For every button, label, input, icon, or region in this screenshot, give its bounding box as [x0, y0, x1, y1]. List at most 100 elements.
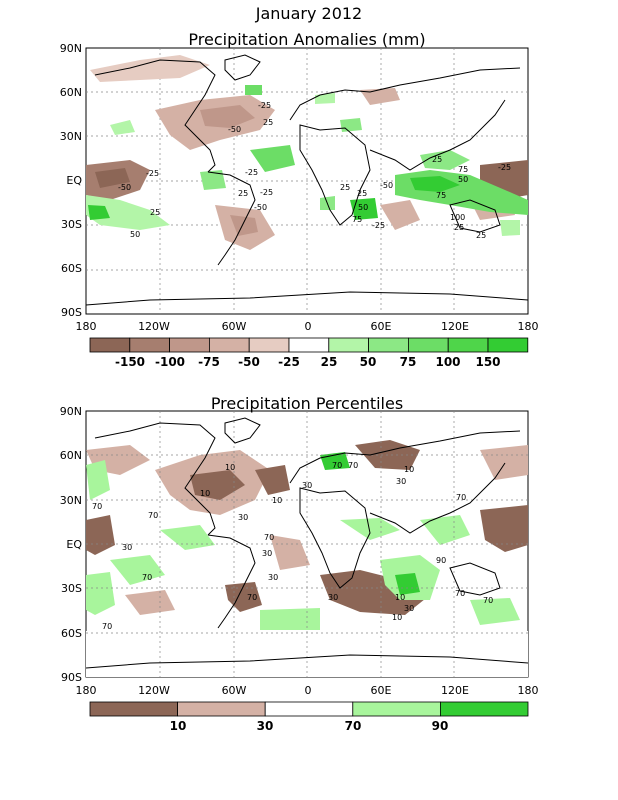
cb1-label: 25 — [320, 355, 338, 369]
cb1-swatch — [487, 337, 529, 353]
cb1-label: 75 — [399, 355, 417, 369]
lon-label-60w: 60W — [221, 684, 247, 697]
lat-label-90n: 90N — [59, 405, 82, 418]
anomalies-colorbar — [89, 337, 529, 353]
cb1-label: 100 — [435, 355, 461, 369]
lon-label-120e: 120E — [441, 320, 469, 333]
percentiles-gridlines — [86, 411, 528, 677]
contour-label: 70 — [247, 593, 257, 602]
contour-label: 75 — [352, 215, 362, 224]
contour-label: 70 — [92, 502, 102, 511]
contour-label: 70 — [332, 461, 342, 470]
lat-label-eq: EQ — [66, 538, 82, 551]
contour-label: 10 — [392, 613, 402, 622]
contour-label: 50 — [458, 175, 468, 184]
contour-label: 70 — [142, 573, 152, 582]
contour-label: 10 — [404, 465, 414, 474]
contour-label: -25 — [258, 101, 271, 110]
lon-label-60e: 60E — [370, 320, 392, 333]
percentiles-panel-title: Precipitation Percentiles — [210, 394, 404, 413]
contour-label: 70 — [348, 461, 358, 470]
cb1-swatch — [407, 337, 449, 353]
lon-label-120e: 120E — [441, 684, 469, 697]
lat-label-60n: 60N — [59, 86, 82, 99]
percentiles-masked-band — [86, 631, 528, 677]
lon-label-60w: 60W — [221, 320, 247, 333]
contour-label: 90 — [436, 556, 446, 565]
contour-label: 75 — [458, 165, 468, 174]
cb2-swatch — [89, 701, 178, 717]
contour-label: 30 — [238, 513, 248, 522]
anomalies-panel-title: Precipitation Anomalies (mm) — [188, 30, 426, 49]
contour-label: 70 — [456, 493, 466, 502]
cb1-label: -100 — [154, 355, 186, 369]
contour-label: -25 — [245, 168, 258, 177]
lon-label-120w: 120W — [138, 684, 170, 697]
cb2-swatch — [264, 701, 354, 717]
cb1-label: -150 — [114, 355, 146, 369]
contour-label: 50 — [358, 203, 368, 212]
cb1-swatch — [248, 337, 290, 353]
cb1-swatch — [169, 337, 210, 353]
contour-label: 70 — [483, 596, 493, 605]
contour-label: 70 — [455, 589, 465, 598]
lat-label-30n: 30N — [59, 130, 82, 143]
anomalies-gridlines — [86, 48, 528, 314]
contour-label: -50 — [380, 181, 393, 190]
lat-label-90n: 90N — [59, 42, 82, 55]
contour-label: -25 — [146, 169, 159, 178]
lon-label-120w: 120W — [138, 320, 170, 333]
contour-label: 30 — [396, 477, 406, 486]
cb1-label: -50 — [238, 355, 260, 369]
contour-label: 25 — [238, 189, 248, 198]
lon-label-180e: 180 — [517, 684, 539, 697]
cb2-label: 10 — [169, 719, 187, 733]
cb2-label: 30 — [256, 719, 274, 733]
contour-label: 30 — [302, 481, 312, 490]
contour-label: -25 — [260, 188, 273, 197]
contour-label: 25 — [432, 155, 442, 164]
contour-label: -25 — [498, 163, 511, 172]
cb1-swatch — [328, 337, 369, 353]
lat-label-30s: 30S — [61, 582, 82, 595]
cb2-swatch — [439, 701, 529, 717]
contour-label: 10 — [272, 496, 282, 505]
anomalies-shading — [86, 55, 528, 250]
cb1-label: 50 — [359, 355, 377, 369]
lon-label-180w: 180 — [75, 320, 97, 333]
contour-label: 75 — [436, 191, 446, 200]
percentiles-map: 70 10 30 70 10 30 10 10 30 70 70 30 30 7… — [85, 410, 529, 678]
contour-label: -50 — [118, 183, 131, 192]
anomalies-coastlines — [85, 54, 529, 306]
anomalies-map: -50 -25 -25 -50 25 -25 -50 50 25 -25 25 … — [85, 47, 529, 315]
percentiles-colorbar — [89, 701, 529, 717]
contour-label: 30 — [328, 593, 338, 602]
contour-label: 30 — [268, 573, 278, 582]
cb1-label: -25 — [278, 355, 300, 369]
contour-label: 10 — [200, 489, 210, 498]
contour-label: 10 — [395, 593, 405, 602]
lon-label-60e: 60E — [370, 684, 392, 697]
lat-label-90s: 90S — [61, 671, 82, 684]
cb2-swatch — [352, 701, 441, 717]
figure-title: January 2012 — [255, 4, 363, 23]
contour-label: -50 — [228, 125, 241, 134]
contour-label: -50 — [254, 203, 267, 212]
lon-label-180e: 180 — [517, 320, 539, 333]
percentiles-contour-labels: 70 10 30 70 10 30 10 10 30 70 70 30 30 7… — [92, 461, 493, 631]
cb1-label: -75 — [198, 355, 220, 369]
contour-label: 70 — [102, 622, 112, 631]
contour-label: 25 — [454, 223, 464, 232]
contour-label: 25 — [263, 118, 273, 127]
contour-label: 30 — [404, 604, 414, 613]
contour-label: 30 — [122, 543, 132, 552]
contour-label: 70 — [148, 511, 158, 520]
percentiles-coastlines — [85, 417, 529, 669]
cb1-swatch — [288, 337, 330, 353]
contour-label: 70 — [264, 533, 274, 542]
contour-label: 25 — [150, 208, 160, 217]
cb1-swatch — [129, 337, 171, 353]
contour-label: 10 — [225, 463, 235, 472]
lat-label-90s: 90S — [61, 306, 82, 319]
cb2-label: 70 — [344, 719, 362, 733]
